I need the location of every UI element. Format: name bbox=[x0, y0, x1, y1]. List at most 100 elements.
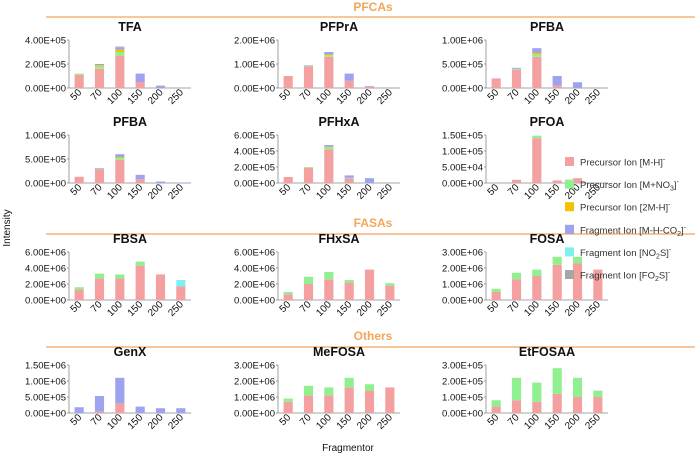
bar-segment bbox=[74, 176, 84, 183]
x-tick-label: 50 bbox=[69, 182, 85, 198]
x-tick-label: 100 bbox=[105, 412, 125, 432]
panel-title: PFPrA bbox=[320, 20, 358, 34]
bar-segment bbox=[364, 390, 375, 413]
bar-segment bbox=[94, 64, 105, 66]
x-tick-label: 200 bbox=[146, 299, 166, 319]
y-tick-label: 2.00E+06 bbox=[234, 377, 275, 388]
bar-segment bbox=[324, 145, 334, 147]
y-tick-label: 0.00E+00 bbox=[25, 296, 66, 307]
x-tick-label: 100 bbox=[105, 299, 125, 319]
bar-segment bbox=[135, 179, 145, 183]
x-tick-label: 250 bbox=[375, 87, 395, 107]
bar-segment bbox=[491, 406, 501, 413]
x-tick-label: 70 bbox=[506, 87, 522, 103]
bar-segment bbox=[135, 82, 145, 88]
bar-segment bbox=[303, 167, 314, 183]
bar-segment bbox=[115, 403, 125, 413]
y-tick-label: 0.00E+00 bbox=[234, 409, 275, 420]
bar-segment bbox=[364, 178, 375, 183]
y-tick-label: 5.00E+05 bbox=[25, 393, 66, 404]
bar-segment bbox=[303, 385, 314, 396]
x-tick-label: 50 bbox=[486, 87, 502, 103]
legend-label: Fragment Ion [M-H-CO2]- bbox=[580, 224, 687, 238]
bar-segment bbox=[364, 269, 375, 300]
y-tick-label: 5.00E+04 bbox=[442, 163, 483, 174]
y-tick-label: 1.00E+06 bbox=[234, 393, 275, 404]
bar-segment bbox=[74, 73, 84, 75]
bar-segment bbox=[94, 278, 105, 300]
x-tick-label: 100 bbox=[105, 87, 125, 107]
bar-segment bbox=[303, 65, 314, 67]
x-tick-label: 250 bbox=[166, 182, 186, 202]
x-tick-label: 150 bbox=[335, 182, 355, 202]
x-tick-label: 200 bbox=[355, 412, 375, 432]
bar-segment bbox=[385, 285, 395, 300]
bar-segment bbox=[176, 280, 186, 287]
section-title: Others bbox=[354, 329, 393, 343]
x-tick-label: 50 bbox=[486, 182, 502, 198]
x-tick-label: 200 bbox=[563, 412, 583, 432]
y-tick-label: 2.00E+05 bbox=[234, 163, 275, 174]
x-tick-label: 50 bbox=[486, 412, 502, 428]
bar-segment bbox=[303, 395, 314, 413]
bar-segment bbox=[572, 256, 583, 264]
bar-segment bbox=[303, 276, 314, 284]
panel-title: PFBA bbox=[530, 20, 564, 34]
x-tick-label: 70 bbox=[506, 412, 522, 428]
bar-segment bbox=[532, 401, 542, 413]
bar-segment bbox=[511, 69, 522, 88]
y-tick-label: 6.00E+06 bbox=[25, 248, 66, 259]
legend-label: Fragment Ion [NO2S]- bbox=[580, 247, 672, 261]
section-title: FASAs bbox=[354, 216, 393, 230]
y-tick-label: 1.00E+05 bbox=[442, 393, 483, 404]
bar-segment bbox=[283, 292, 293, 295]
y-tick-label: 1.00E+05 bbox=[442, 147, 483, 158]
bar-segment bbox=[94, 411, 105, 413]
bar-segment bbox=[552, 180, 562, 183]
bar-segment bbox=[283, 398, 293, 402]
y-tick-label: 0.00E+00 bbox=[442, 296, 483, 307]
y-tick-label: 2.00E+06 bbox=[25, 280, 66, 291]
bar-segment bbox=[283, 76, 293, 88]
x-tick-label: 70 bbox=[89, 87, 105, 103]
x-tick-label: 150 bbox=[335, 412, 355, 432]
bar-segment bbox=[532, 382, 542, 402]
x-tick-label: 100 bbox=[522, 412, 542, 432]
y-tick-label: 1.00E+06 bbox=[442, 280, 483, 291]
bar-segment bbox=[532, 138, 542, 183]
bar-segment bbox=[344, 177, 354, 179]
bar-segment bbox=[176, 182, 186, 184]
legend-swatch bbox=[565, 270, 574, 279]
panel-title: PFHxA bbox=[319, 115, 360, 129]
bar-segment bbox=[324, 272, 334, 280]
x-tick-label: 50 bbox=[278, 299, 294, 315]
bar-segment bbox=[324, 149, 334, 183]
bar-segment bbox=[303, 167, 314, 168]
panel-title: FHxSA bbox=[319, 232, 360, 246]
bar-segment bbox=[324, 395, 334, 413]
bar-segment bbox=[324, 146, 334, 148]
chart-panel: FBSA 0.00E+00 2.00E+06 4.00E+06 6.00E+06 50 70… bbox=[25, 232, 191, 319]
y-tick-label: 0.00E+00 bbox=[25, 179, 66, 190]
bar-segment bbox=[552, 368, 562, 394]
bar-segment bbox=[344, 282, 354, 300]
bar-segment bbox=[94, 396, 105, 412]
bar-segment bbox=[115, 47, 125, 50]
bar-segment bbox=[324, 387, 334, 396]
x-tick-label: 200 bbox=[355, 182, 375, 202]
bar-segment bbox=[532, 48, 542, 53]
bar-segment bbox=[364, 86, 375, 88]
y-tick-label: 1.50E+06 bbox=[25, 361, 66, 372]
legend-label: Precursor Ion [M+NO3]- bbox=[580, 179, 680, 193]
x-tick-label: 100 bbox=[105, 182, 125, 202]
bar-segment bbox=[283, 177, 293, 183]
legend-label: Fragment Ion [FO2S]- bbox=[580, 270, 671, 284]
x-tick-label: 150 bbox=[543, 412, 563, 432]
bar-segment bbox=[115, 49, 125, 52]
bar-segment bbox=[532, 135, 542, 139]
bar-segment bbox=[491, 78, 501, 88]
legend-swatch bbox=[565, 224, 574, 234]
x-axis-title: Fragmentor bbox=[322, 443, 374, 454]
